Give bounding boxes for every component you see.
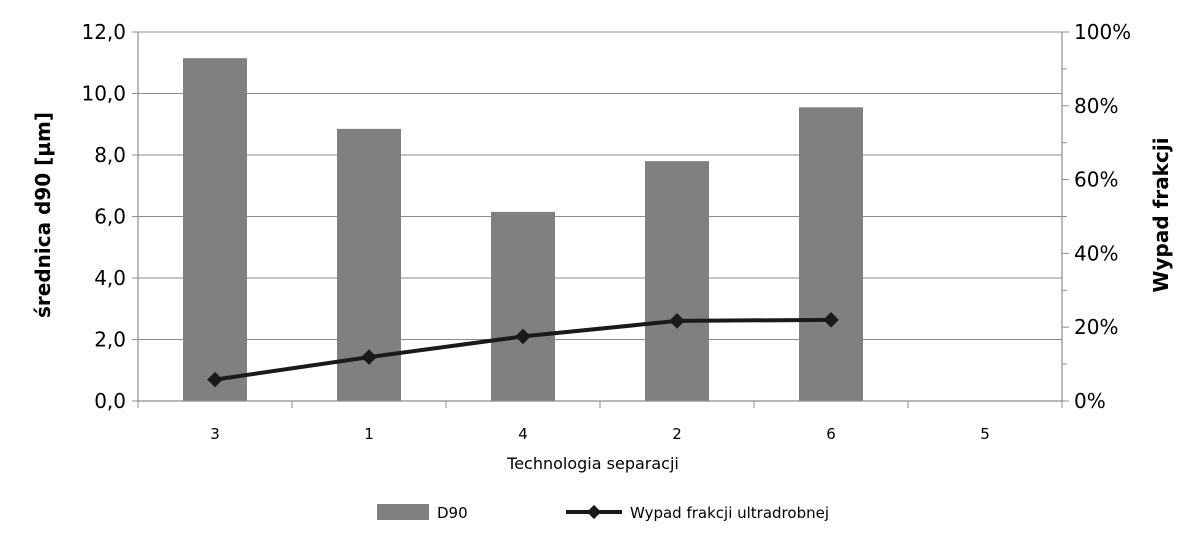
legend-swatch-d90: [377, 504, 429, 520]
bar-4: [491, 211, 555, 401]
bar-6: [799, 107, 863, 402]
x-tick-label-3: 3: [210, 425, 220, 443]
x-axis-title: Technologia separacji: [506, 454, 679, 473]
legend-label-wypad: Wypad frakcji ultradrobnej: [630, 504, 829, 522]
x-tick-label-6: 6: [826, 425, 836, 443]
legend: D90 Wypad frakcji ultradrobnej: [377, 504, 829, 522]
bar-2: [645, 161, 709, 401]
y-tick-label: 6,0: [94, 205, 126, 229]
y-tick-label: 0,0: [94, 389, 126, 413]
y2-tick-label: 80%: [1074, 94, 1118, 118]
y2-tick-label: 60%: [1074, 168, 1118, 192]
axes: [132, 31, 1069, 408]
tick-labels: 0,0 2,0 4,0 6,0 8,0 10,0 12,0 0% 20% 40% 60% 80% 100…: [81, 20, 1131, 443]
point-3: [207, 371, 223, 388]
x-tick-label-5: 5: [980, 425, 990, 443]
gridlines: [138, 31, 1062, 340]
y-tick-label: 10,0: [81, 82, 126, 106]
y-tick-label: 4,0: [94, 266, 126, 290]
y-tick-label: 2,0: [94, 328, 126, 352]
legend-swatch-marker: [586, 504, 602, 520]
y2-tick-label: 20%: [1074, 315, 1118, 339]
y-axis-title-left: średnica d90 [µm]: [31, 112, 55, 318]
y-axis-title-right: Wypad frakcji: [1149, 137, 1173, 292]
y2-tick-label: 100%: [1074, 20, 1131, 44]
legend-label-d90: D90: [437, 504, 468, 522]
x-tick-label-2: 2: [672, 425, 682, 443]
y-tick-label: 12,0: [81, 20, 126, 44]
y-tick-label: 8,0: [94, 143, 126, 167]
x-tick-label-1: 1: [364, 425, 374, 443]
bar-3: [183, 58, 247, 401]
y2-tick-label: 0%: [1074, 389, 1106, 413]
y2-tick-label: 40%: [1074, 241, 1118, 265]
bar-series: [183, 58, 863, 402]
x-tick-label-4: 4: [518, 425, 528, 443]
